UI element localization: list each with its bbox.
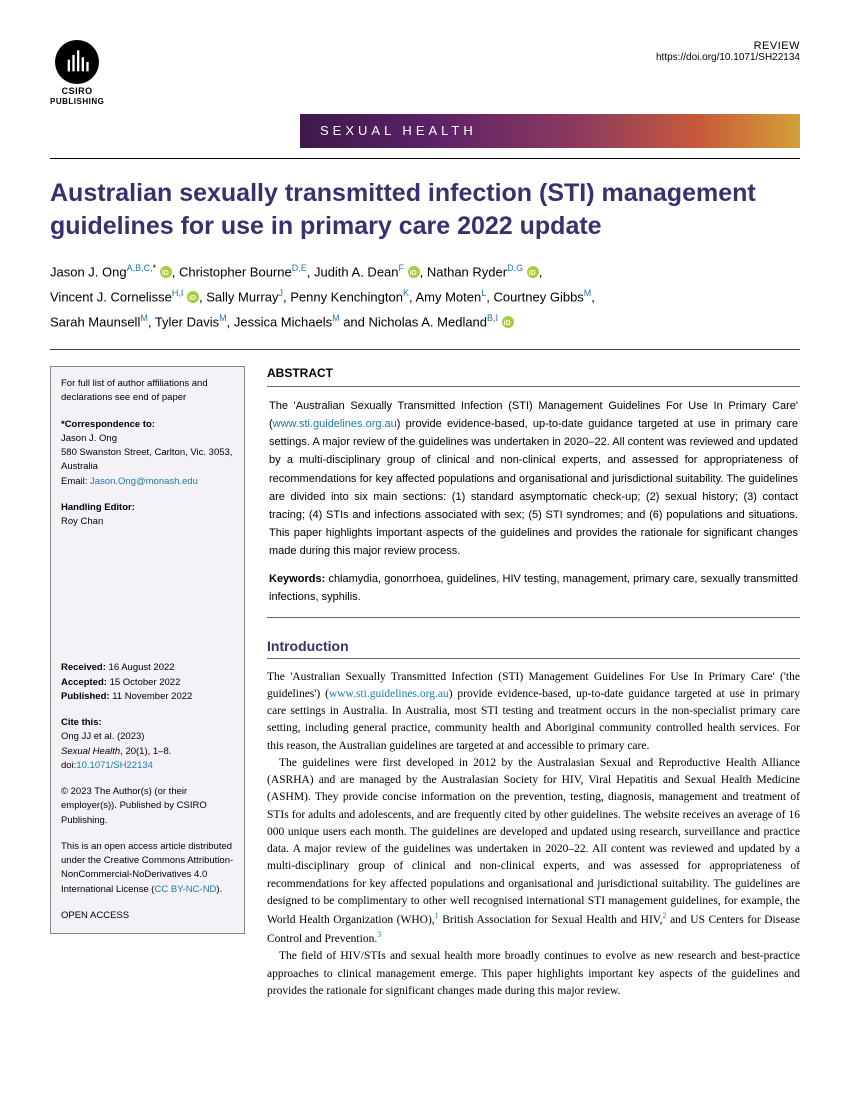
article-title: Australian sexually transmitted infectio… bbox=[50, 177, 800, 242]
correspondence-name: Jason J. Ong bbox=[61, 432, 234, 446]
cite-doi[interactable]: 10.1071/SH22134 bbox=[76, 760, 153, 771]
abstract-label: ABSTRACT bbox=[267, 366, 800, 380]
keywords: chlamydia, gonorrhoea, guidelines, HIV t… bbox=[269, 573, 798, 603]
date-received: 16 August 2022 bbox=[109, 662, 175, 673]
publisher-sub: PUBLISHING bbox=[50, 97, 104, 106]
editor-name: Roy Chan bbox=[61, 515, 234, 529]
cite-text: Ong JJ et al. (2023) bbox=[61, 730, 234, 744]
csiro-logo-icon bbox=[55, 40, 99, 84]
cite-label: Cite this: bbox=[61, 717, 102, 728]
abstract-box: The 'Australian Sexually Transmitted Inf… bbox=[267, 386, 800, 618]
orcid-icon[interactable] bbox=[527, 266, 539, 278]
author-list: Jason J. OngA,B,C,* , Christopher Bourne… bbox=[50, 260, 800, 335]
main-content: ABSTRACT The 'Australian Sexually Transm… bbox=[267, 366, 800, 1000]
copyright: © 2023 The Author(s) (or their employer(… bbox=[61, 785, 234, 828]
ref-3[interactable]: 3 bbox=[377, 930, 381, 939]
date-published: 11 November 2022 bbox=[112, 691, 192, 702]
date-accepted: 15 October 2022 bbox=[110, 677, 181, 688]
publisher-logo: CSIRO PUBLISHING bbox=[50, 40, 104, 106]
correspondence-label: *Correspondence to: bbox=[61, 419, 155, 430]
journal-name: SEXUAL HEALTH bbox=[320, 123, 477, 138]
guidelines-link[interactable]: www.sti.guidelines.org.au bbox=[273, 418, 397, 430]
keywords-label: Keywords: bbox=[269, 573, 325, 585]
orcid-icon[interactable] bbox=[408, 266, 420, 278]
doi-link[interactable]: https://doi.org/10.1071/SH22134 bbox=[656, 52, 800, 63]
sidebar: For full list of author affiliations and… bbox=[50, 366, 245, 1000]
journal-banner: SEXUAL HEALTH bbox=[300, 114, 800, 148]
intro-body: The 'Australian Sexually Transmitted Inf… bbox=[267, 669, 800, 1000]
page-header: CSIRO PUBLISHING REVIEW https://doi.org/… bbox=[50, 40, 800, 106]
orcid-icon[interactable] bbox=[187, 291, 199, 303]
license-link[interactable]: CC BY-NC-ND bbox=[154, 884, 216, 895]
publisher-name: CSIRO bbox=[62, 86, 93, 96]
guidelines-link[interactable]: www.sti.guidelines.org.au bbox=[329, 688, 449, 700]
correspondence-email[interactable]: Jason.Ong@monash.edu bbox=[90, 476, 198, 487]
affiliations-note: For full list of author affiliations and… bbox=[61, 377, 234, 406]
open-access-badge: OPEN ACCESS bbox=[61, 909, 234, 923]
section-header-intro: Introduction bbox=[267, 638, 800, 659]
correspondence-address: 580 Swanston Street, Carlton, Vic. 3053,… bbox=[61, 446, 234, 475]
article-type: REVIEW bbox=[656, 40, 800, 52]
cite-journal: Sexual Health bbox=[61, 746, 120, 757]
divider bbox=[50, 158, 800, 159]
orcid-icon[interactable] bbox=[160, 266, 172, 278]
divider bbox=[50, 349, 800, 350]
orcid-icon[interactable] bbox=[502, 316, 514, 328]
editor-label: Handling Editor: bbox=[61, 502, 135, 513]
